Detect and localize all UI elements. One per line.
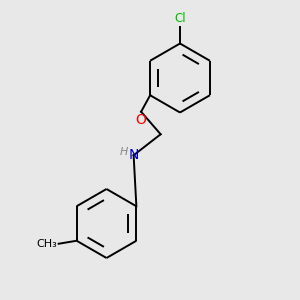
- Text: CH₃: CH₃: [36, 239, 57, 249]
- Text: H: H: [119, 147, 128, 157]
- Text: O: O: [136, 113, 147, 127]
- Text: N: N: [128, 148, 139, 162]
- Text: Cl: Cl: [174, 13, 186, 26]
